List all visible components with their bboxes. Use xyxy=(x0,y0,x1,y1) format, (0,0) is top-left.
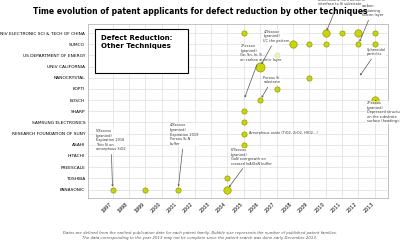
Point xyxy=(240,121,247,124)
Point xyxy=(339,31,345,35)
Text: Time evolution of patent applicants for defect reduction by other techniques: Time evolution of patent applicants for … xyxy=(33,7,367,16)
Text: Porous Si
substrate: Porous Si substrate xyxy=(262,76,280,97)
Text: carbon-
containing
silicon layer: carbon- containing silicon layer xyxy=(360,4,383,41)
Text: 6/9xxxxx
(granted)
GaN overgrowth on
creased InAlGaN buffer: 6/9xxxxx (granted) GaN overgrowth on cre… xyxy=(230,148,272,187)
Point xyxy=(355,31,362,35)
Text: 5/8xxxxx
(granted)
Expiration 2018
Thin Si on
amorphous SiO2: 5/8xxxxx (granted) Expiration 2018 Thin … xyxy=(96,129,126,186)
Text: Amorphous oxide (TiO2, ZrO2, HfO2...): Amorphous oxide (TiO2, ZrO2, HfO2...) xyxy=(249,131,318,135)
Text: 4/9xxxxx
(granted)
UC the pattern: 4/9xxxxx (granted) UC the pattern xyxy=(262,30,290,63)
Point xyxy=(240,143,247,147)
Point xyxy=(306,42,312,46)
Text: 4/8xxxxx
(granted)
Expiration 2019
Porous Si-N
buffer: 4/8xxxxx (granted) Expiration 2019 Porou… xyxy=(170,123,198,186)
Text: 2Pxxxxx
(granted)
Ge, Sn, In, B...
on carbon atomic layer: 2Pxxxxx (granted) Ge, Sn, In, B... on ca… xyxy=(240,44,282,97)
Point xyxy=(290,42,296,46)
Point xyxy=(142,188,148,191)
Point xyxy=(372,98,378,102)
Point xyxy=(273,87,280,91)
Point xyxy=(257,65,263,68)
Point xyxy=(257,98,263,102)
Text: Dates are defined from the earliest publication date for each patent family. Bub: Dates are defined from the earliest publ… xyxy=(63,231,337,240)
Point xyxy=(224,176,230,180)
Point xyxy=(240,132,247,136)
Point xyxy=(306,76,312,80)
Text: Defect Reduction:
Other Techniques: Defect Reduction: Other Techniques xyxy=(101,35,172,49)
Point xyxy=(355,42,362,46)
Point xyxy=(372,42,378,46)
Text: 2Pxxxxx
(granted)
Depressed structure
on the substrate
surface (heading=TaN): 2Pxxxxx (granted) Depressed structure on… xyxy=(367,101,400,123)
Point xyxy=(322,31,329,35)
FancyBboxPatch shape xyxy=(94,29,188,73)
Point xyxy=(372,31,378,35)
Point xyxy=(273,53,280,57)
Point xyxy=(322,42,329,46)
Point xyxy=(109,188,116,191)
Point xyxy=(240,31,247,35)
Point xyxy=(224,188,230,191)
Point xyxy=(175,188,181,191)
Text: 5/8xxxxx
(granted)
Reduction of mole
dislocations from buffer/Cr
interface to Si: 5/8xxxxx (granted) Reduction of mole dis… xyxy=(318,0,365,30)
Point xyxy=(240,109,247,113)
Text: Spheroidal
particles: Spheroidal particles xyxy=(360,48,386,75)
